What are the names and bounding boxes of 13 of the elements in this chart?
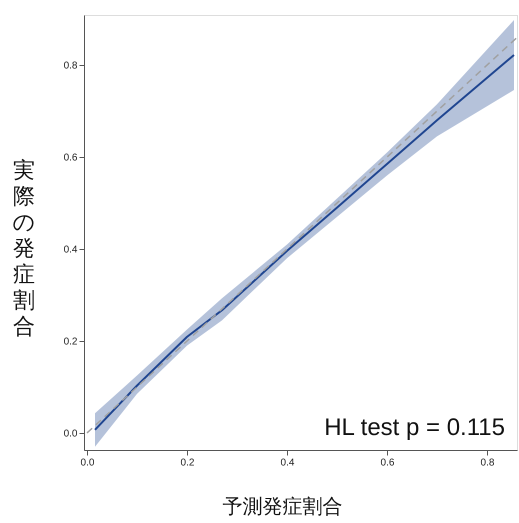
x-tick-label: 0.0 (80, 458, 95, 468)
annotation: HL test p = 0.115 (324, 414, 505, 441)
x-tick-label: 0.2 (180, 458, 195, 468)
y-tick-label: 0.8 (64, 60, 78, 72)
x-tick-label: 0.8 (480, 458, 495, 468)
x-axis-title: 予測発症割合 (222, 494, 342, 518)
y-tick-label: 0.6 (64, 152, 78, 164)
y-tick-label: 0.4 (64, 244, 78, 256)
x-tick-label: 0.6 (380, 458, 395, 468)
x-tick-label: 0.4 (280, 458, 295, 468)
y-axis-title: 実際の発症割合 (12, 158, 36, 340)
y-tick-label: 0.0 (64, 428, 78, 440)
y-tick-label: 0.2 (64, 336, 78, 348)
